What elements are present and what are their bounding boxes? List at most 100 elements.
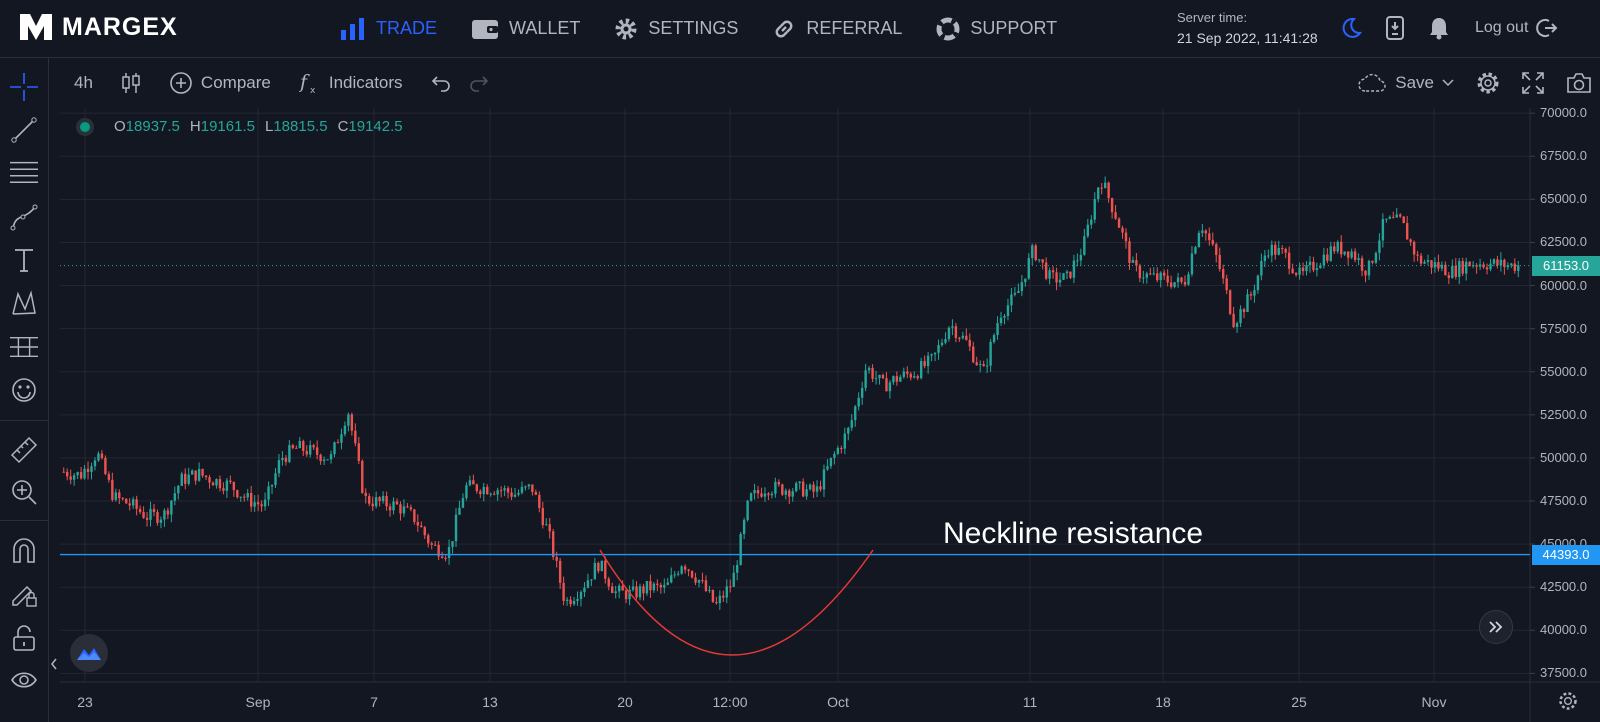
nav-item-referral[interactable]: REFERRAL [772, 17, 902, 41]
visibility-tool[interactable] [10, 666, 38, 694]
candle-body [76, 472, 79, 476]
candle-body [1385, 218, 1388, 220]
candle-body [229, 480, 232, 482]
candle-body [184, 473, 187, 484]
candle-body [423, 527, 426, 536]
candle-body [93, 460, 97, 467]
candle-body [1010, 294, 1013, 306]
svg-text:x: x [310, 86, 316, 95]
candle-body [628, 589, 631, 600]
candle-body [1503, 259, 1506, 268]
candle-body [1430, 260, 1433, 268]
chart-type-button[interactable] [121, 72, 141, 94]
nav-item-trade[interactable]: TRADE [340, 17, 437, 40]
candle-body [1114, 212, 1117, 219]
mobile-app-button[interactable] [1381, 14, 1409, 42]
chart-settings-button[interactable] [1476, 71, 1500, 95]
fullscreen-button[interactable] [1522, 72, 1544, 94]
candle-body [166, 510, 170, 515]
candle-body [739, 534, 742, 565]
undo-button[interactable] [431, 74, 451, 92]
compare-button[interactable]: Compare [169, 71, 271, 95]
candle-body [1156, 273, 1159, 281]
text-tool[interactable] [10, 246, 38, 274]
unlock-tool[interactable] [10, 624, 38, 652]
notifications-button[interactable] [1425, 14, 1453, 42]
zoom-in-tool[interactable] [10, 478, 38, 506]
crosshair-tool[interactable] [10, 73, 38, 101]
nav-item-settings[interactable]: SETTINGS [614, 17, 738, 41]
neckline-price-badge: 44393.0 [1532, 544, 1600, 565]
candle-body [437, 544, 440, 557]
candle-body [433, 544, 437, 546]
candle-body [90, 466, 93, 472]
interval-selector[interactable]: 4h [74, 73, 93, 93]
bell-icon [1430, 18, 1448, 40]
screenshot-button[interactable] [1566, 72, 1592, 94]
server-time-value: 21 Sep 2022, 11:41:28 [1177, 30, 1318, 46]
candle-body [1034, 245, 1037, 261]
axis-settings-button[interactable] [1557, 690, 1579, 712]
candle-body [798, 481, 801, 484]
magnet-tool[interactable] [10, 536, 38, 564]
candle-body [1176, 277, 1180, 283]
candle-body [913, 376, 916, 378]
candle-body [1003, 315, 1006, 318]
candle-body [239, 496, 242, 498]
path-tool[interactable] [10, 203, 38, 231]
candle-body [562, 582, 565, 601]
collapse-toolbar-button[interactable] [48, 652, 60, 676]
candle-body [701, 580, 704, 582]
close-value: 19142.5 [348, 118, 403, 135]
candle-body [1322, 254, 1326, 266]
theme-toggle-button[interactable] [1337, 14, 1365, 42]
candle-body [187, 474, 190, 484]
candle-body [246, 493, 249, 498]
candle-body [1294, 272, 1298, 275]
candle-body [624, 590, 628, 600]
lock-drawings-tool[interactable] [10, 580, 38, 608]
candle-body [569, 599, 572, 605]
redo-button[interactable] [469, 74, 489, 92]
price-tick-label: 65000.0 [1540, 191, 1587, 207]
candle-body [777, 481, 781, 485]
candle-body [756, 490, 760, 494]
candle-body [371, 503, 374, 507]
tradingview-logo-button[interactable] [70, 634, 108, 672]
lock-drawing-icon [12, 585, 37, 607]
candle-body [378, 497, 381, 502]
candle-body [399, 504, 402, 514]
horizontal-lines-tool[interactable] [10, 158, 38, 186]
candle-body [1333, 246, 1336, 252]
nav-item-support[interactable]: SUPPORT [936, 17, 1057, 41]
candle-body [1204, 230, 1208, 234]
ruler-tool[interactable] [10, 436, 38, 464]
chart-toolbar-right: Save [1335, 58, 1600, 108]
save-button[interactable]: Save [1357, 72, 1454, 94]
candle-body [944, 339, 947, 343]
candle-body [1506, 265, 1510, 268]
candle-body [1402, 216, 1405, 224]
drawing-toolbar [0, 58, 57, 722]
candle-body [593, 562, 597, 580]
pattern-tool[interactable] [10, 289, 38, 317]
trend-line-tool[interactable] [10, 116, 38, 144]
neckline-annotation[interactable]: Neckline resistance [943, 517, 1204, 550]
candle-body [329, 454, 333, 460]
candle-body [374, 497, 378, 507]
emoji-tool[interactable] [10, 376, 38, 404]
logout-button[interactable]: Log out [1475, 14, 1558, 42]
time-tick-label: 12:00 [712, 694, 748, 710]
candle-body [1190, 253, 1194, 275]
low-label: L [264, 118, 274, 135]
scroll-to-realtime-button[interactable] [1479, 610, 1513, 644]
candle-body [607, 578, 610, 587]
measure-lines-tool[interactable] [10, 333, 38, 361]
gear-icon [1477, 72, 1499, 94]
margex-logo[interactable]: MARGEX [18, 10, 178, 44]
nav-item-wallet[interactable]: WALLET [471, 18, 580, 40]
candle-body [1395, 214, 1398, 218]
candle-body [83, 468, 86, 479]
